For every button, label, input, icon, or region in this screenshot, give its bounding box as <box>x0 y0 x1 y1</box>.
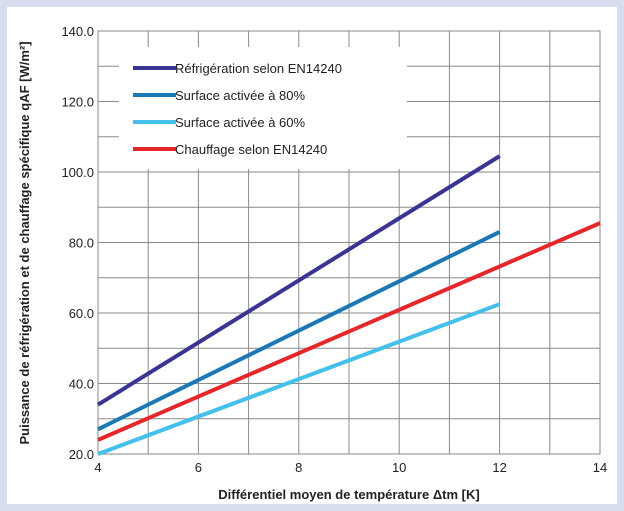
series-line-surface-activee-a-80 <box>97 230 501 432</box>
y-tick-label: 40.0 <box>69 377 94 392</box>
series-line-surface-activee-a-60 <box>97 302 501 456</box>
legend-label: Surface activée à 60% <box>175 115 306 130</box>
tick-labels: 4 6 8 10 12 14 20.0 40.0 60.0 80.0 100.0 120.0 140.0 <box>61 24 607 475</box>
chart-frame: 4 6 8 10 12 14 20.0 40.0 60.0 80.0 100.0 120.0 140.0… <box>7 7 617 504</box>
legend-label: Surface activée à 80% <box>175 88 306 103</box>
legend-label: Réfrigération selon EN14240 <box>175 61 342 76</box>
y-tick-label: 100.0 <box>61 165 94 180</box>
y-tick-label: 20.0 <box>69 447 94 462</box>
series-line-chauffage-selon-en14240 <box>97 221 601 442</box>
legend: Réfrigération selon EN14240 Surface activ… <box>119 47 407 169</box>
x-axis-title: Différentiel moyen de température Δtm [K… <box>218 487 479 502</box>
y-tick-label: 60.0 <box>69 306 94 321</box>
x-tick-label: 8 <box>295 460 302 475</box>
x-tick-label: 12 <box>492 460 506 475</box>
y-tick-label: 80.0 <box>69 236 94 251</box>
y-axis-title: Puissance de réfrigération et de chauffa… <box>17 41 32 444</box>
series-line-refrigeration-selon-en14240 <box>96 154 501 407</box>
x-tick-label: 10 <box>392 460 406 475</box>
series-lines <box>96 154 601 456</box>
y-tick-label: 120.0 <box>61 95 94 110</box>
line-chart: 4 6 8 10 12 14 20.0 40.0 60.0 80.0 100.0 120.0 140.0… <box>17 24 607 502</box>
legend-label: Chauffage selon EN14240 <box>175 142 327 157</box>
y-tick-label: 140.0 <box>61 24 94 39</box>
x-tick-label: 14 <box>593 460 607 475</box>
x-tick-label: 6 <box>195 460 202 475</box>
x-tick-label: 4 <box>94 460 101 475</box>
